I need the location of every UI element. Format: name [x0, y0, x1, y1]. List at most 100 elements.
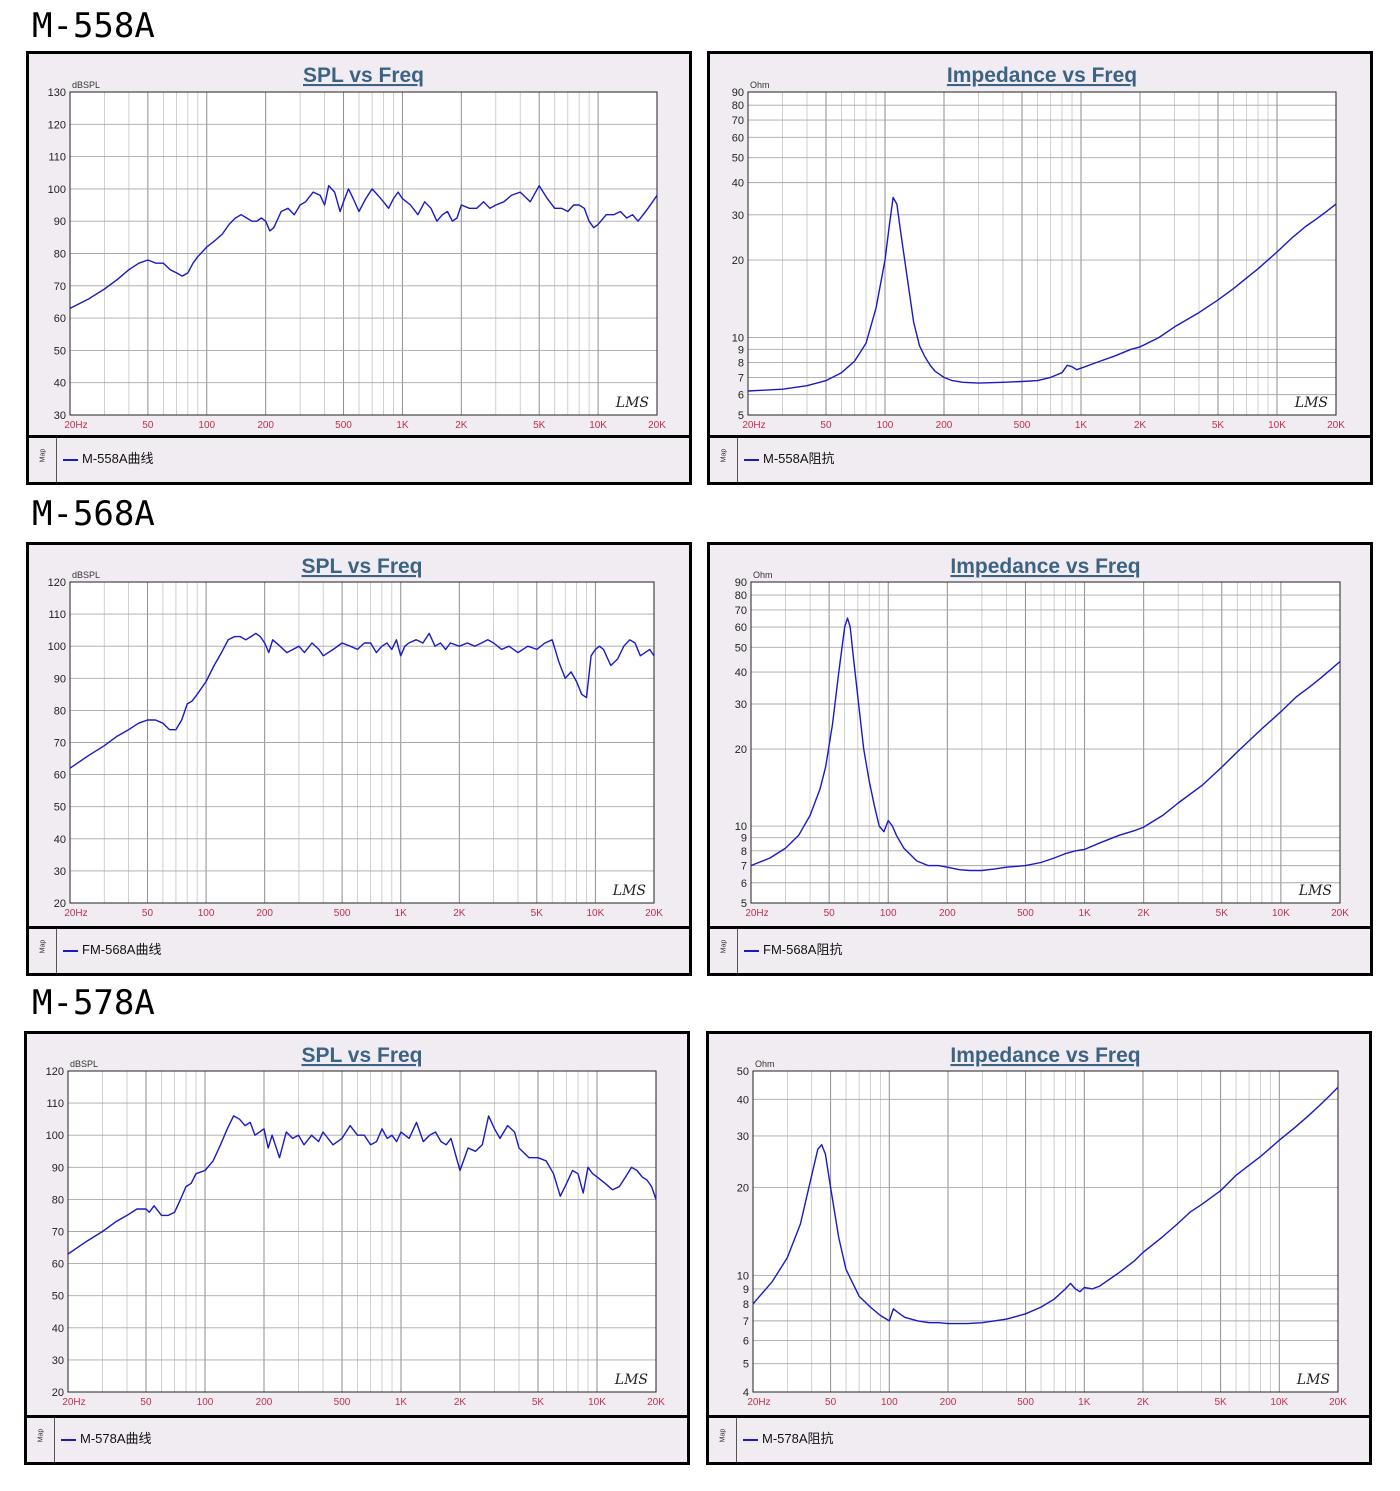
x-tick-label: 10K [587, 908, 605, 919]
legend-swatch [63, 458, 78, 461]
x-tick-label: 20Hz [62, 1397, 85, 1408]
legend-side-label: Map [39, 939, 47, 954]
series-line-1 [750, 617, 1341, 872]
x-tick-label: 100 [198, 908, 215, 919]
x-tick-label: 10K [1270, 1397, 1288, 1408]
legend-side-label: Map [719, 1428, 727, 1443]
y-tick-label: 40 [52, 1323, 64, 1335]
y-tick-label: 6 [741, 878, 747, 890]
y-tick-label: 130 [48, 87, 66, 99]
y-tick-label: 80 [735, 590, 747, 602]
legend-side-tab: Map [27, 1418, 55, 1462]
x-tick-label: 5K [531, 908, 544, 919]
x-tick-label: 20K [1331, 908, 1349, 919]
y-tick-label: 120 [46, 1066, 64, 1078]
y-axis-unit: Ohm [750, 80, 770, 90]
y-tick-label: 80 [54, 249, 66, 261]
series-line-1 [69, 632, 655, 769]
spl-chart-panel-3: SPL vs Freq dBSPL 20 30 40 50 60 70 80 90 100 110 12… [24, 1031, 690, 1465]
y-tick-label: 7 [741, 861, 747, 873]
legend-item: M-578A阻抗 [743, 1428, 834, 1447]
chart-title: SPL vs Freq [302, 555, 423, 578]
x-tick-label: 100 [198, 420, 215, 431]
legend-side-label: Map [720, 448, 728, 463]
x-tick-label: 20Hz [64, 908, 87, 919]
y-tick-label: 40 [735, 667, 747, 679]
y-tick-label: 90 [54, 216, 66, 228]
chart-title: SPL vs Freq [302, 1044, 423, 1067]
legend-side-label: Map [39, 448, 47, 463]
y-tick-label: 30 [732, 210, 744, 222]
chart-title: SPL vs Freq [303, 64, 424, 87]
y-tick-label: 60 [732, 132, 744, 144]
x-tick-label: 500 [1014, 420, 1031, 431]
x-tick-label: 200 [936, 420, 953, 431]
y-tick-label: 110 [46, 1098, 64, 1110]
legend-side-tab: Map [710, 929, 738, 973]
x-tick-label: 2K [1134, 420, 1147, 431]
y-tick-label: 120 [48, 577, 66, 589]
y-tick-label: 50 [54, 802, 66, 814]
y-tick-label: 10 [735, 821, 747, 833]
y-tick-label: 40 [737, 1094, 749, 1106]
plot-border [750, 581, 1341, 904]
impedance-chart-panel-1: Impedance vs Freq Ohm 5 6 7 8 9 10 20 30 40 50 60 70 8… [707, 51, 1373, 485]
y-tick-label: 70 [52, 1227, 64, 1239]
lms-watermark: LMS [612, 883, 646, 899]
legend-swatch [743, 1438, 758, 1441]
legend-side-label: Map [37, 1428, 45, 1443]
x-tick-label: 20K [648, 420, 666, 431]
y-tick-label: 70 [732, 115, 744, 127]
chart-svg: SPL vs Freq dBSPL 20 30 40 50 60 70 80 90 100 110 12… [46, 1044, 666, 1408]
lms-watermark: LMS [614, 1372, 648, 1388]
x-tick-label: 50 [824, 908, 836, 919]
series-line-1 [752, 1086, 1339, 1325]
legend-item: FM-568A阻抗 [744, 939, 842, 958]
y-axis-unit: dBSPL [70, 1059, 98, 1069]
x-tick-label: 200 [257, 420, 274, 431]
y-tick-label: 30 [54, 410, 66, 422]
y-tick-label: 100 [48, 184, 66, 196]
x-tick-label: 20K [1329, 1397, 1347, 1408]
x-tick-label: 50 [142, 908, 154, 919]
legend-label: M-558A曲线 [82, 451, 154, 466]
x-tick-label: 500 [335, 420, 352, 431]
y-tick-label: 40 [54, 378, 66, 390]
chart-svg: SPL vs Freq dBSPL 30 40 50 60 70 80 90 100 110 120 1… [48, 64, 667, 431]
x-tick-label: 2K [453, 908, 466, 919]
x-tick-label: 200 [940, 1397, 957, 1408]
x-tick-label: 100 [197, 1397, 214, 1408]
x-tick-label: 5K [1214, 1397, 1227, 1408]
x-tick-label: 20Hz [64, 420, 87, 431]
y-tick-label: 50 [54, 345, 66, 357]
x-tick-label: 20K [1327, 420, 1345, 431]
y-tick-label: 60 [735, 622, 747, 634]
legend-box: Map M-558A曲线 [29, 435, 689, 482]
y-tick-label: 8 [738, 357, 744, 369]
grid [69, 91, 658, 416]
y-tick-label: 30 [52, 1355, 64, 1367]
lms-watermark: LMS [1296, 1372, 1330, 1388]
x-tick-label: 10K [588, 1397, 606, 1408]
x-tick-label: 500 [1017, 908, 1034, 919]
x-tick-label: 1K [395, 908, 408, 919]
series-line-1 [67, 1115, 657, 1255]
plot-border [69, 91, 658, 416]
spl-chart-panel-1: SPL vs Freq dBSPL 30 40 50 60 70 80 90 100 110 120 1… [26, 51, 692, 485]
x-tick-label: 5K [1212, 420, 1225, 431]
y-tick-label: 120 [48, 119, 66, 131]
x-tick-label: 10K [589, 420, 607, 431]
y-axis-unit: Ohm [755, 1059, 775, 1069]
y-tick-label: 4 [743, 1387, 749, 1399]
model-title-2: M-568A [32, 494, 155, 534]
y-tick-label: 80 [732, 100, 744, 112]
y-tick-label: 40 [54, 834, 66, 846]
y-tick-label: 60 [52, 1259, 64, 1271]
x-tick-label: 50 [820, 420, 832, 431]
legend-side-tab: Map [29, 929, 57, 973]
legend-swatch [744, 949, 759, 952]
y-tick-label: 110 [48, 609, 66, 621]
y-tick-label: 20 [54, 898, 66, 910]
legend-side-tab: Map [710, 438, 738, 482]
x-tick-label: 200 [256, 908, 273, 919]
